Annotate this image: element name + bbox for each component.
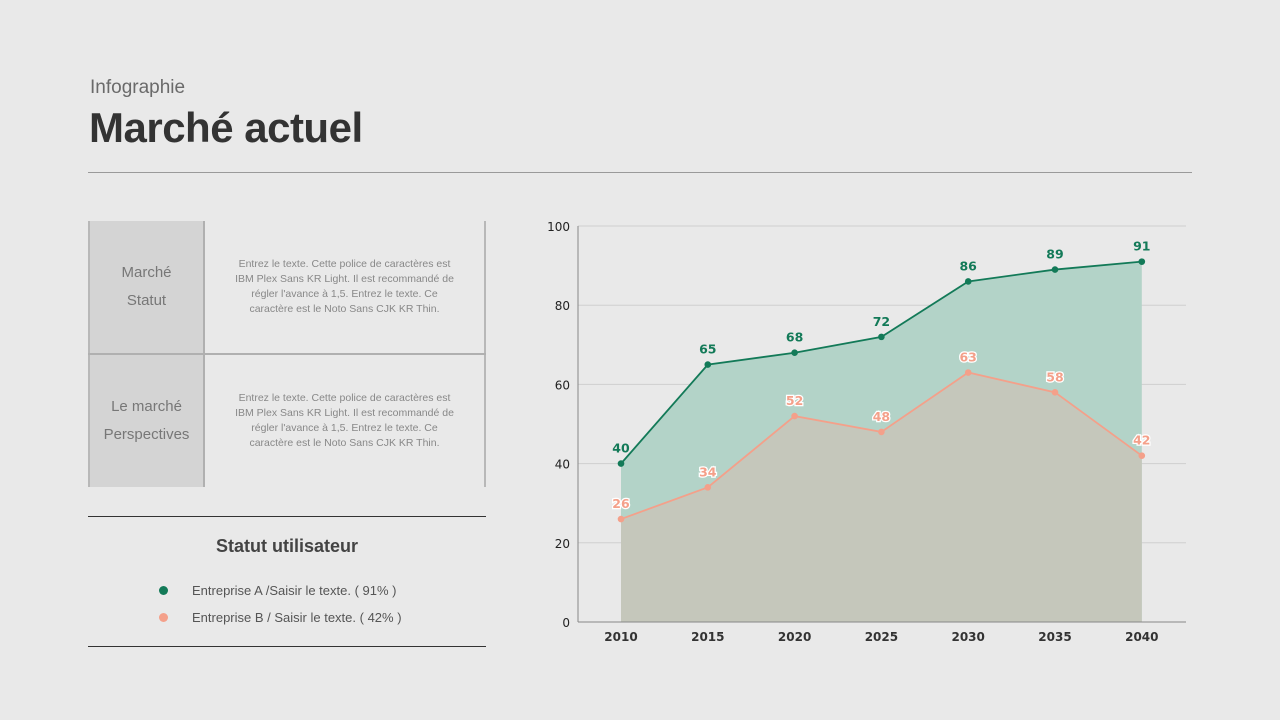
data-label: 26: [612, 496, 630, 511]
data-point: [791, 412, 798, 420]
data-point: [617, 515, 625, 523]
x-tick-label: 2015: [691, 630, 724, 644]
data-label: 89: [1046, 247, 1063, 262]
x-tick-label: 2010: [604, 630, 637, 644]
legend-label: Entreprise A /Saisir le texte. ( 91% ): [192, 583, 397, 598]
y-tick-label: 40: [555, 458, 570, 472]
row-label: Marché Statut: [88, 221, 205, 353]
data-label: 72: [873, 314, 890, 329]
data-label: 91: [1133, 239, 1150, 254]
table-row: Le marché Perspectives Entrez le texte. C…: [88, 353, 486, 487]
data-point: [878, 333, 885, 341]
y-tick-label: 60: [555, 378, 570, 392]
y-tick-label: 0: [562, 616, 570, 630]
data-point: [1138, 258, 1146, 265]
legend-title: Statut utilisateur: [215, 536, 358, 556]
x-tick-label: 2030: [951, 630, 984, 644]
row-label-line: Marché: [121, 264, 172, 281]
data-label: 63: [959, 350, 976, 365]
row-label-line: Perspectives: [103, 426, 190, 443]
data-label: 65: [699, 342, 716, 357]
x-tick-label: 2035: [1038, 630, 1071, 644]
data-point: [704, 361, 712, 368]
data-point: [1138, 452, 1146, 459]
row-label-line: Le marché: [111, 398, 182, 415]
row-text: Entrez le texte. Cette police de caractè…: [235, 258, 454, 315]
data-point: [964, 278, 972, 285]
data-label: 42: [1133, 433, 1150, 448]
x-tick-label: 2025: [865, 630, 898, 644]
divider: [88, 516, 486, 517]
data-point: [1051, 266, 1059, 273]
row-label-line: Statut: [126, 292, 167, 309]
data-label: 52: [786, 393, 803, 408]
x-tick-label: 2020: [778, 630, 811, 644]
table-row: Marché Statut Entrez le texte. Cette poli…: [88, 221, 486, 353]
data-point: [1051, 389, 1059, 396]
divider: [88, 646, 486, 647]
info-table: Marché Statut Entrez le texte. Cette poli…: [88, 221, 486, 487]
legend-label: Entreprise B / Saisir le texte. ( 42% ): [192, 610, 402, 625]
page-subtitle: Infographie: [90, 77, 186, 98]
row-label: Le marché Perspectives: [88, 355, 205, 487]
border: [484, 221, 486, 353]
divider: [88, 172, 1192, 173]
data-label: 86: [959, 258, 977, 273]
border: [484, 355, 486, 487]
y-tick-label: 20: [555, 537, 570, 551]
data-label: 48: [873, 409, 890, 424]
data-point: [964, 369, 972, 376]
legend-dot: [159, 586, 168, 595]
data-point: [878, 428, 885, 436]
series-area: [621, 372, 1142, 622]
legend-item-a: Entreprise A /Saisir le texte. ( 91% ): [159, 583, 396, 598]
data-point: [617, 460, 625, 467]
legend-item-b: Entreprise B / Saisir le texte. ( 42% ): [159, 610, 402, 625]
x-tick-label: 2040: [1125, 630, 1158, 644]
data-label: 58: [1046, 369, 1063, 384]
data-label: 68: [786, 330, 803, 345]
y-tick-label: 80: [555, 299, 570, 313]
row-text: Entrez le texte. Cette police de caractè…: [235, 392, 454, 449]
page-title: Marché actuel: [89, 104, 363, 151]
data-label: 40: [612, 441, 630, 456]
legend-dot: [159, 613, 168, 622]
data-point: [791, 349, 798, 357]
data-point: [704, 484, 712, 491]
y-tick-label: 100: [547, 220, 570, 234]
data-label: 34: [699, 464, 717, 479]
